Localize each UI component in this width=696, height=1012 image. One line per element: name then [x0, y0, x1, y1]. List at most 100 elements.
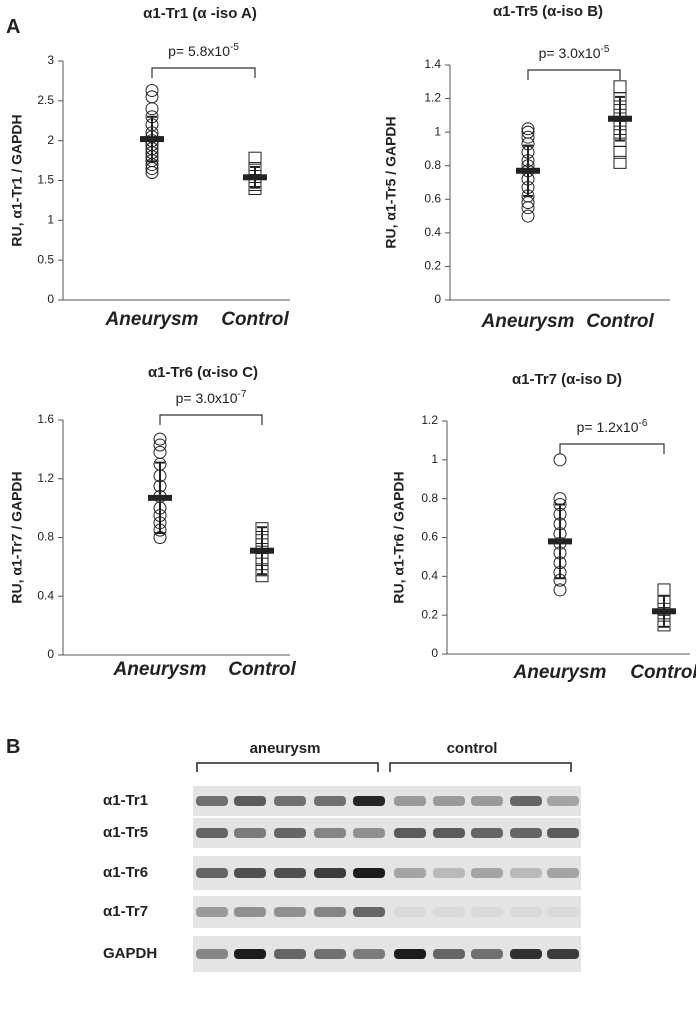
band — [196, 828, 228, 838]
p-value-text: p= 3.0x10 — [539, 45, 601, 61]
band — [234, 796, 266, 806]
y-tick-label: 1 — [431, 452, 438, 466]
band — [433, 949, 465, 959]
band — [314, 868, 346, 878]
band — [547, 796, 579, 806]
mean-bar — [243, 174, 267, 181]
data-point — [613, 80, 627, 94]
data-point — [248, 151, 262, 165]
band — [471, 907, 503, 917]
y-tick-label: 1.6 — [37, 412, 54, 426]
y-tick-label: 0.2 — [421, 607, 438, 621]
band — [196, 868, 228, 878]
data-point — [553, 453, 567, 467]
data-point — [613, 145, 627, 159]
data-point — [521, 209, 535, 223]
data-point — [521, 122, 535, 136]
chart-title: α1-Tr5 (α-iso B) — [493, 3, 603, 20]
row-label: α1-Tr5 — [103, 824, 148, 841]
band — [274, 868, 306, 878]
band — [471, 828, 503, 838]
panel-label: A — [6, 16, 20, 38]
panel-label: B — [6, 736, 20, 758]
data-point — [657, 583, 671, 597]
row-label: α1-Tr7 — [103, 903, 148, 920]
y-tick-label: 2 — [47, 133, 54, 147]
p-value-exponent: -6 — [638, 418, 647, 429]
band — [234, 949, 266, 959]
data-point — [153, 432, 167, 446]
band — [314, 796, 346, 806]
data-point — [521, 196, 535, 210]
group-bracket — [196, 762, 379, 772]
band — [234, 828, 266, 838]
p-bracket — [159, 414, 263, 425]
mean-bar — [548, 538, 572, 545]
band — [433, 868, 465, 878]
band — [353, 828, 385, 838]
y-tick-label: 0.8 — [424, 158, 441, 172]
band — [394, 868, 426, 878]
y-tick-label: 0.6 — [421, 530, 438, 544]
x-tick-label: Control — [221, 309, 289, 330]
band — [314, 949, 346, 959]
group-label: aneurysm — [250, 740, 321, 757]
band — [547, 868, 579, 878]
y-tick-label: 0 — [434, 292, 441, 306]
y-tick-label: 0 — [47, 647, 54, 661]
y-tick-label: 2.5 — [37, 93, 54, 107]
band — [471, 796, 503, 806]
mean-bar — [140, 136, 164, 143]
chart-title: α1-Tr6 (α-iso C) — [148, 364, 258, 381]
p-bracket — [151, 67, 256, 78]
band — [510, 949, 542, 959]
p-value: p= 1.2x10-6 — [577, 418, 648, 435]
y-tick-label: 0 — [431, 646, 438, 660]
y-tick-label: 1 — [47, 213, 54, 227]
y-tick-label: 1.2 — [37, 471, 54, 485]
band — [353, 949, 385, 959]
data-point — [521, 130, 535, 144]
band — [196, 949, 228, 959]
group-bracket — [389, 762, 572, 772]
band — [353, 907, 385, 917]
band — [394, 949, 426, 959]
row-label: α1-Tr6 — [103, 864, 148, 881]
p-value-text: p= 1.2x10 — [577, 419, 639, 435]
gel: aneurysm control α1-Tr1 α1-Tr5 α1-Tr6 α1-Tr… — [103, 740, 581, 972]
y-tick-label: 0 — [47, 292, 54, 306]
y-axis-label: RU, α1-Tr7 / GAPDH — [9, 471, 25, 603]
group-label: control — [447, 740, 498, 757]
y-tick-label: 0.5 — [37, 252, 54, 266]
x-tick-label: Control — [228, 659, 296, 680]
band — [510, 907, 542, 917]
p-value: p= 3.0x10-7 — [176, 389, 247, 406]
x-tick-label: Aneurysm — [113, 659, 207, 680]
band — [471, 868, 503, 878]
x-tick-label: Control — [586, 311, 654, 332]
y-tick-label: 0.2 — [424, 259, 441, 273]
y-tick-label: 1.2 — [421, 413, 438, 427]
data-point — [153, 438, 167, 452]
band — [234, 868, 266, 878]
mean-bar — [608, 115, 632, 122]
y-tick-label: 0.4 — [421, 569, 438, 583]
p-value-text: p= 5.8x10 — [168, 43, 230, 59]
band — [433, 828, 465, 838]
p-bracket — [527, 69, 621, 80]
y-tick-label: 1 — [434, 124, 441, 138]
data-point — [145, 83, 159, 97]
band — [234, 907, 266, 917]
band — [433, 796, 465, 806]
band — [353, 796, 385, 806]
band — [433, 907, 465, 917]
data-point — [153, 445, 167, 459]
band — [547, 907, 579, 917]
data-point — [145, 162, 159, 176]
band — [196, 796, 228, 806]
x-tick-label: Aneurysm — [105, 309, 199, 330]
x-tick-label: Aneurysm — [513, 662, 607, 683]
row-label: α1-Tr1 — [103, 792, 148, 809]
band — [394, 828, 426, 838]
